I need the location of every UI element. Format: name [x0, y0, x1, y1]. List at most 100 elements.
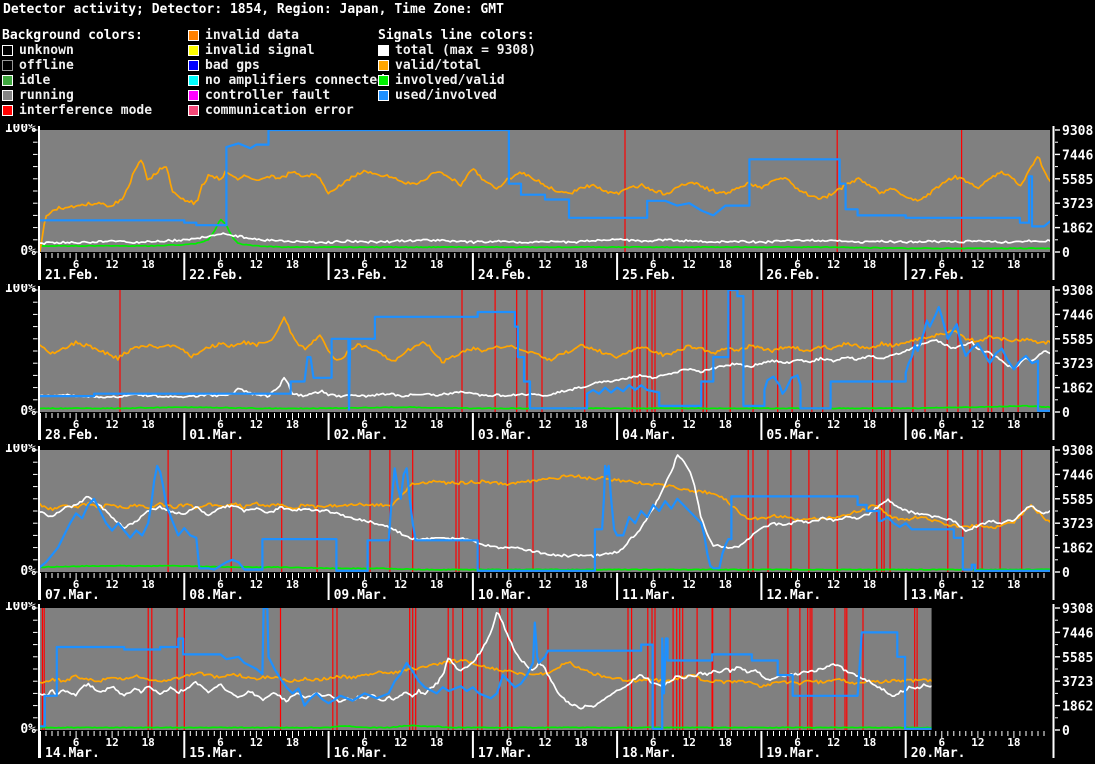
legend-column-flag-colors: invalid data invalid signal bad gps no ampl… — [188, 28, 385, 118]
plot-background-running — [40, 608, 932, 730]
x-axis-day-label: 18.Mar. — [622, 746, 677, 760]
x-axis-hour-label: 12 — [538, 736, 551, 749]
legend-item: controller fault — [188, 88, 385, 103]
legend-swatch-icon — [2, 45, 13, 56]
x-axis-hour-label: 18 — [286, 736, 299, 749]
legend-swatch-icon — [188, 75, 199, 86]
x-axis-hour-label: 12 — [827, 578, 840, 591]
x-axis-hour-label: 12 — [827, 258, 840, 271]
x-axis-hour-label: 18 — [142, 736, 155, 749]
x-axis-day-label: 01.Mar. — [189, 428, 244, 442]
series-line-used-involved — [40, 464, 1050, 572]
x-axis-hour-label: 6 — [361, 418, 368, 431]
legend-swatch-icon — [2, 90, 13, 101]
x-axis-hour-label: 18 — [430, 418, 443, 431]
series-line-valid-total — [40, 474, 1050, 530]
y-axis-right-label: 3723 — [1062, 357, 1093, 372]
y-axis-label-100pct: 100% — [5, 602, 36, 614]
legend-label: bad gps — [205, 58, 260, 73]
x-axis-day-label: 09.Mar. — [334, 588, 389, 602]
x-axis-hour-label: 18 — [142, 258, 155, 271]
legend-item: invalid data — [188, 28, 385, 43]
y-axis-right-label: 1862 — [1062, 222, 1093, 237]
legend-swatch-icon — [188, 45, 199, 56]
x-axis-day-label: 24.Feb. — [478, 268, 533, 282]
legend-label: idle — [19, 73, 51, 88]
x-axis-hour-label: 18 — [286, 418, 299, 431]
legend-label: communication error — [205, 103, 354, 118]
legend-swatch-icon — [378, 75, 389, 86]
x-axis-day-label: 28.Feb. — [45, 428, 100, 442]
x-axis-day-label: 21.Feb. — [45, 268, 100, 282]
legend-item: total (max = 9308) — [378, 43, 536, 58]
x-axis-hour-label: 18 — [719, 258, 732, 271]
legend-item: invalid signal — [188, 43, 385, 58]
x-axis-hour-label: 6 — [217, 578, 224, 591]
x-axis-hour-label: 6 — [650, 258, 657, 271]
x-axis-hour-label: 6 — [361, 736, 368, 749]
x-axis-hour-label: 6 — [938, 418, 945, 431]
x-axis-day-label: 25.Feb. — [622, 268, 677, 282]
legend-swatch-icon — [2, 105, 13, 116]
legend-swatch-icon — [378, 90, 389, 101]
x-axis-hour-label: 6 — [650, 736, 657, 749]
x-axis-hour-label: 18 — [719, 736, 732, 749]
series-line-used-involved — [40, 290, 1050, 412]
x-axis-hour-label: 6 — [361, 578, 368, 591]
x-axis-day-label: 03.Mar. — [478, 428, 533, 442]
legend-label: involved/valid — [395, 73, 505, 88]
x-axis-hour-label: 12 — [683, 578, 696, 591]
x-axis-hour-label: 6 — [73, 578, 80, 591]
legend-column-signal-line-colors: Signals line colors: total (max = 9308) va… — [378, 28, 536, 103]
x-axis-hour-label: 12 — [105, 418, 118, 431]
x-axis-day-label: 04.Mar. — [622, 428, 677, 442]
x-axis-hour-label: 18 — [863, 418, 876, 431]
legend-swatch-icon — [188, 30, 199, 41]
x-axis-hour-label: 18 — [142, 578, 155, 591]
x-axis-hour-label: 12 — [105, 736, 118, 749]
legend-item: valid/total — [378, 58, 536, 73]
x-axis-hour-label: 18 — [719, 578, 732, 591]
series-line-valid-total — [40, 658, 932, 688]
legend-label: valid/total — [395, 58, 482, 73]
y-axis-right-label: 0 — [1062, 724, 1070, 739]
x-axis-hour-label: 6 — [650, 418, 657, 431]
x-axis-day-label: 16.Mar. — [334, 746, 389, 760]
x-axis-day-label: 10.Mar. — [478, 588, 533, 602]
x-axis-hour-label: 18 — [574, 418, 587, 431]
legend-item: involved/valid — [378, 73, 536, 88]
x-axis-hour-label: 12 — [250, 258, 263, 271]
x-axis-hour-label: 18 — [574, 578, 587, 591]
series-line-valid-total — [40, 156, 1050, 252]
legend-label: unknown — [19, 43, 74, 58]
y-axis-right-label: 3723 — [1062, 517, 1093, 532]
x-axis-hour-label: 12 — [394, 578, 407, 591]
y-axis-right-label: 9308 — [1062, 602, 1093, 617]
x-axis-day-label: 06.Mar. — [911, 428, 966, 442]
y-axis-right-label: 1862 — [1062, 382, 1093, 397]
interference-events — [624, 130, 963, 252]
series-line-total — [40, 454, 1050, 558]
x-axis-hour-label: 18 — [430, 258, 443, 271]
legend-item: unknown — [2, 43, 152, 58]
x-axis-hour-label: 12 — [105, 578, 118, 591]
y-axis-right-label: 1862 — [1062, 700, 1093, 715]
x-axis-day-label: 02.Mar. — [334, 428, 389, 442]
x-axis-day-label: 14.Mar. — [45, 746, 100, 760]
x-axis-hour-label: 18 — [430, 736, 443, 749]
legend-swatch-icon — [2, 75, 13, 86]
x-axis-hour-label: 18 — [1007, 258, 1020, 271]
legend-item: bad gps — [188, 58, 385, 73]
y-axis-right-label: 9308 — [1062, 444, 1093, 459]
legend-label: invalid signal — [205, 43, 315, 58]
x-axis-hour-label: 12 — [250, 736, 263, 749]
x-axis-hour-label: 12 — [105, 258, 118, 271]
y-axis-right-label: 9308 — [1062, 284, 1093, 299]
x-axis-day-label: 11.Mar. — [622, 588, 677, 602]
legend-swatch-icon — [2, 60, 13, 71]
legend-header: Background colors: — [2, 28, 143, 43]
interference-events — [119, 290, 1019, 412]
y-axis-label-100pct: 100% — [5, 124, 36, 136]
